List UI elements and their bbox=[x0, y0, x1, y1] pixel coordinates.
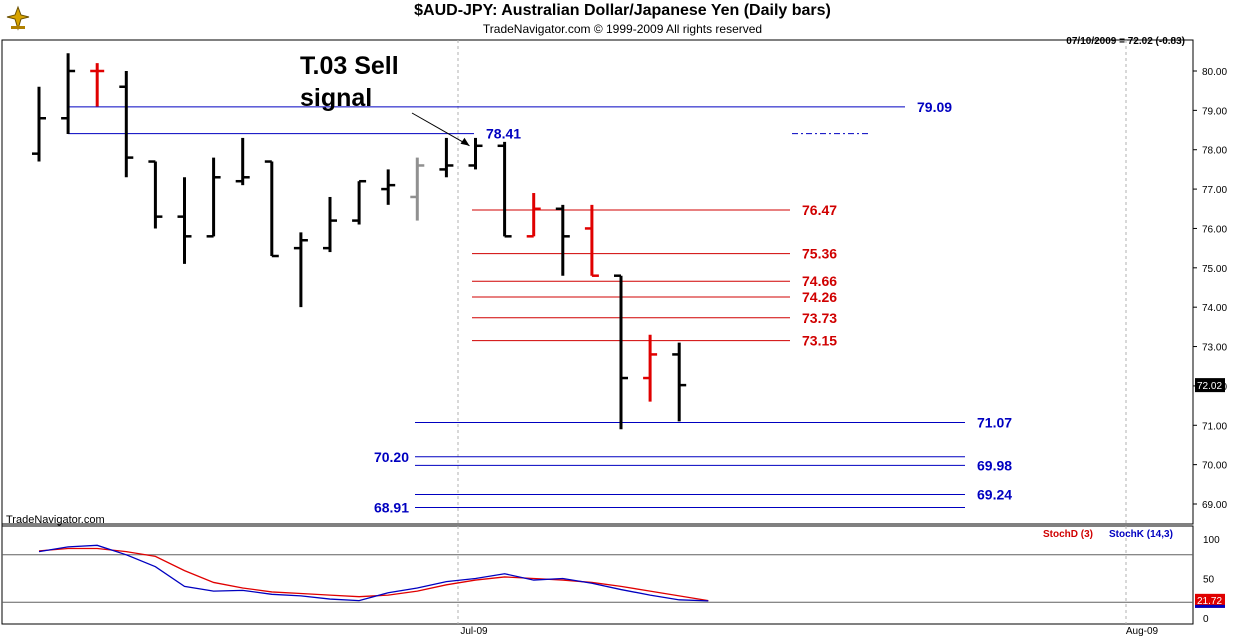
price-bar-6 bbox=[207, 158, 221, 237]
price-tick-label-2: 78.00 bbox=[1202, 146, 1227, 157]
price-bar-3 bbox=[119, 71, 133, 177]
price-bar-12 bbox=[381, 169, 395, 204]
stoch-last-label: 21.72 bbox=[1197, 596, 1222, 607]
stoch-series-0 bbox=[39, 548, 708, 600]
price-bar-18 bbox=[556, 205, 570, 276]
price-bar-1 bbox=[61, 53, 75, 134]
price-tick-label-11: 69.00 bbox=[1202, 500, 1227, 511]
level-label-9: 70.20 bbox=[374, 449, 409, 465]
price-tick-label-1: 79.00 bbox=[1202, 106, 1227, 117]
chart-frame bbox=[2, 40, 1193, 624]
level-label-7: 73.15 bbox=[802, 333, 837, 349]
stoch-tick-label-1: 50 bbox=[1203, 575, 1215, 586]
watermark: TradeNavigator.com bbox=[6, 514, 105, 526]
price-bar-15 bbox=[469, 138, 483, 169]
stochastic-panel-border bbox=[2, 526, 1193, 624]
stochastic-panel: 100 50 0 21.72 bbox=[2, 535, 1225, 625]
price-tick-label-3: 77.00 bbox=[1202, 185, 1227, 196]
level-label-5: 74.26 bbox=[802, 289, 837, 305]
price-bar-22 bbox=[672, 343, 686, 422]
stoch-tick-label-0: 100 bbox=[1203, 535, 1220, 546]
price-bar-19 bbox=[585, 205, 599, 276]
price-axis: 80.00 79.00 78.00 77.00 76.00 75.00 74.00 73.00… bbox=[1193, 67, 1227, 511]
price-tick-label-7: 73.00 bbox=[1202, 343, 1227, 354]
sell-signal-line1: T.03 Sell bbox=[300, 50, 399, 82]
price-bar-16 bbox=[498, 142, 512, 236]
price-bar-14 bbox=[439, 138, 453, 177]
price-tick-label-6: 74.00 bbox=[1202, 303, 1227, 314]
signal-arrow bbox=[412, 113, 470, 146]
time-tick-label-0: Jul-09 bbox=[460, 626, 488, 637]
price-tick-label-9: 71.00 bbox=[1202, 421, 1227, 432]
price-bar-13 bbox=[410, 158, 424, 221]
sell-signal-line2: signal bbox=[300, 82, 399, 114]
signal-arrow-line bbox=[412, 113, 470, 146]
price-bar-11 bbox=[352, 181, 366, 224]
price-bar-0 bbox=[32, 87, 46, 162]
price-bar-21 bbox=[643, 335, 657, 402]
level-label-10: 69.98 bbox=[977, 457, 1012, 473]
price-tick-label-0: 80.00 bbox=[1202, 67, 1227, 78]
price-bar-8 bbox=[265, 162, 279, 256]
level-label-0: 79.09 bbox=[917, 99, 952, 115]
price-panel-border bbox=[2, 40, 1193, 524]
stoch-tick-label-2: 0 bbox=[1203, 614, 1209, 625]
last-price-label: 72.02 bbox=[1197, 381, 1222, 392]
legend-stochk: StochK (14,3) bbox=[1109, 529, 1173, 540]
level-label-6: 73.73 bbox=[802, 310, 837, 326]
price-bar-20 bbox=[614, 276, 628, 430]
price-bar-10 bbox=[323, 197, 337, 252]
price-tick-label-10: 70.00 bbox=[1202, 461, 1227, 472]
legend-stochd: StochD (3) bbox=[1043, 529, 1093, 540]
price-bar-17 bbox=[527, 193, 541, 236]
price-tick-label-5: 75.00 bbox=[1202, 264, 1227, 275]
level-label-4: 74.66 bbox=[802, 273, 837, 289]
level-label-12: 68.91 bbox=[374, 500, 409, 516]
price-bar-2 bbox=[90, 63, 104, 106]
price-tick-label-4: 76.00 bbox=[1202, 224, 1227, 235]
time-axis: Jul-09 Aug-09 bbox=[460, 626, 1158, 637]
level-label-2: 76.47 bbox=[802, 202, 837, 218]
signal-arrow-head bbox=[461, 138, 470, 146]
sell-signal-annotation: T.03 Sell signal bbox=[300, 50, 399, 114]
level-label-8: 71.07 bbox=[977, 415, 1012, 431]
time-tick-label-1: Aug-09 bbox=[1126, 626, 1159, 637]
price-bar-5 bbox=[178, 177, 192, 264]
price-bar-7 bbox=[236, 138, 250, 185]
price-bar-4 bbox=[148, 162, 162, 229]
price-bar-9 bbox=[294, 232, 308, 307]
level-label-3: 75.36 bbox=[802, 246, 837, 262]
level-label-1: 78.41 bbox=[486, 126, 521, 142]
level-label-11: 69.24 bbox=[977, 487, 1012, 503]
